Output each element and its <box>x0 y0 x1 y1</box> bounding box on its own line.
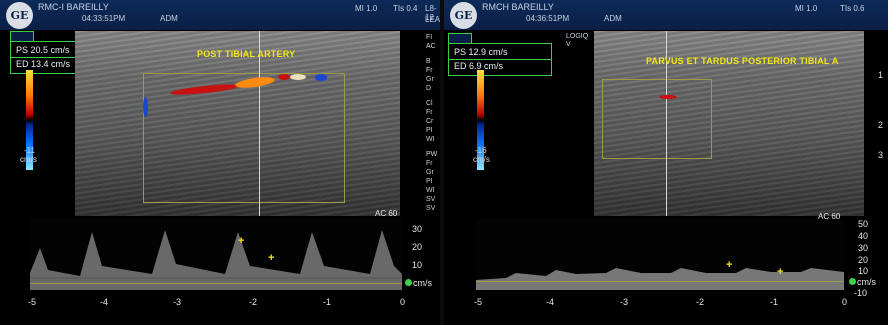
velocity-unit: cm/s <box>857 277 876 287</box>
caliper-ps-marker[interactable]: + <box>238 235 245 247</box>
panel-divider <box>440 0 444 325</box>
scale-min-label: -16 <box>475 146 487 155</box>
tis-readout: TIs 0.4 <box>393 4 418 13</box>
time-tick: -4 <box>546 297 555 307</box>
vessel-annotation: PARVUS ET TARDUS POSTERIOR TIBIAL A <box>646 56 839 66</box>
mi-readout: MI 1.0 <box>795 4 818 13</box>
color-flow-red-2 <box>278 74 290 80</box>
time-tick: 0 <box>842 297 848 307</box>
color-box-roi[interactable] <box>143 73 345 203</box>
scale-unit-label: cm/s <box>20 155 37 164</box>
probe-label: L8-12 <box>425 4 437 22</box>
color-velocity-scale <box>477 70 484 170</box>
depth-tick: 2 <box>878 120 884 130</box>
mi-readout: MI 1.0 <box>355 4 378 13</box>
end-diastolic-value: ED 13.4 cm/s <box>16 59 71 69</box>
angle-correction-label: AC 60 <box>375 209 398 218</box>
measurement-box: PS 12.9 cm/s ED 6.9 cm/s <box>448 43 552 76</box>
user-label: ADM <box>160 14 178 23</box>
color-flow-red <box>659 95 677 99</box>
time-tick: 0 <box>400 297 406 307</box>
b-mode-image: PARVUS ET TARDUS POSTERIOR TIBIAL A <box>594 31 864 216</box>
velocity-tick: 10 <box>412 260 423 270</box>
scale-icon <box>10 31 34 42</box>
spectral-waveform <box>30 230 402 290</box>
time-tick: -1 <box>323 297 332 307</box>
time-tick: -5 <box>28 297 37 307</box>
spectral-baseline <box>30 283 402 284</box>
baseline-marker[interactable] <box>405 279 412 286</box>
scan-time: 04:33:51PM <box>82 14 126 23</box>
time-tick: -1 <box>770 297 779 307</box>
velocity-unit: cm/s <box>413 278 432 288</box>
caliper-ps-marker[interactable]: + <box>726 259 733 271</box>
scale-icon <box>448 33 472 44</box>
logiq-logo: LOGIQ V <box>566 33 589 48</box>
end-diastolic-value: ED 6.9 cm/s <box>454 61 504 71</box>
user-label: ADM <box>604 14 622 23</box>
scale-min-label: -11 <box>24 146 35 155</box>
time-tick: -2 <box>696 297 705 307</box>
hospital-name: RMCH BAREILLY <box>482 2 554 12</box>
depth-tick: 1 <box>878 70 884 80</box>
spectral-waveform <box>476 268 844 290</box>
scan-time: 04:36:51PM <box>526 14 570 23</box>
velocity-tick: 30 <box>858 243 869 253</box>
header-bar: GE RMC-I BAREILLY 04:33:51PM ADM MI 1.0 … <box>0 0 440 30</box>
caliper-ed-marker[interactable]: + <box>777 266 784 278</box>
color-flow-white <box>290 74 306 80</box>
velocity-tick: 10 <box>858 266 869 276</box>
color-flow-blue <box>315 74 327 81</box>
left-ultrasound-panel: GE RMC-I BAREILLY 04:33:51PM ADM MI 1.0 … <box>0 0 440 325</box>
right-ultrasound-panel: GE RMCH BAREILLY 04:36:51PM ADM MI 1.0 T… <box>444 0 888 325</box>
color-flow-blue-2 <box>143 97 148 117</box>
doppler-cursor-line[interactable] <box>666 31 667 216</box>
preset-label: LEA <box>425 15 440 24</box>
ge-logo: GE <box>6 2 33 29</box>
ge-logo: GE <box>450 2 477 29</box>
header-bar: GE RMCH BAREILLY 04:36:51PM ADM MI 1.0 T… <box>444 0 888 30</box>
b-mode-image: POST TIBIAL ARTERY <box>75 31 400 216</box>
velocity-tick: 20 <box>858 255 869 265</box>
time-tick: -3 <box>173 297 182 307</box>
side-menu[interactable]: FI AC B Fr Gr D Cl Fr Cr PI WI PW Fr Gr PI WI SV… <box>426 34 438 212</box>
time-tick: -5 <box>474 297 483 307</box>
angle-correction-label: AC 60 <box>818 212 841 221</box>
caliper-ed-marker[interactable]: + <box>268 252 275 264</box>
velocity-tick: 30 <box>412 224 423 234</box>
doppler-spectrum <box>476 218 844 290</box>
hospital-name: RMC-I BAREILLY <box>38 2 109 12</box>
peak-systolic-value: PS 12.9 cm/s <box>454 47 508 57</box>
scale-unit-label: cm/s <box>473 155 490 164</box>
time-tick: -3 <box>620 297 629 307</box>
peak-systolic-value: PS 20.5 cm/s <box>16 45 70 55</box>
baseline-marker[interactable] <box>849 278 856 285</box>
depth-tick: 3 <box>878 150 884 160</box>
color-box-roi[interactable] <box>602 79 712 159</box>
velocity-tick: 50 <box>858 219 869 229</box>
color-velocity-scale <box>26 70 33 170</box>
velocity-tick: 40 <box>858 231 869 241</box>
velocity-tick: -10 <box>854 288 868 298</box>
vessel-annotation: POST TIBIAL ARTERY <box>197 49 296 59</box>
spectral-baseline <box>476 281 844 282</box>
doppler-spectrum <box>30 218 402 290</box>
doppler-cursor-line[interactable] <box>259 31 260 216</box>
time-tick: -4 <box>100 297 109 307</box>
velocity-tick: 20 <box>412 242 423 252</box>
time-tick: -2 <box>249 297 258 307</box>
tis-readout: TIs 0.6 <box>840 4 865 13</box>
